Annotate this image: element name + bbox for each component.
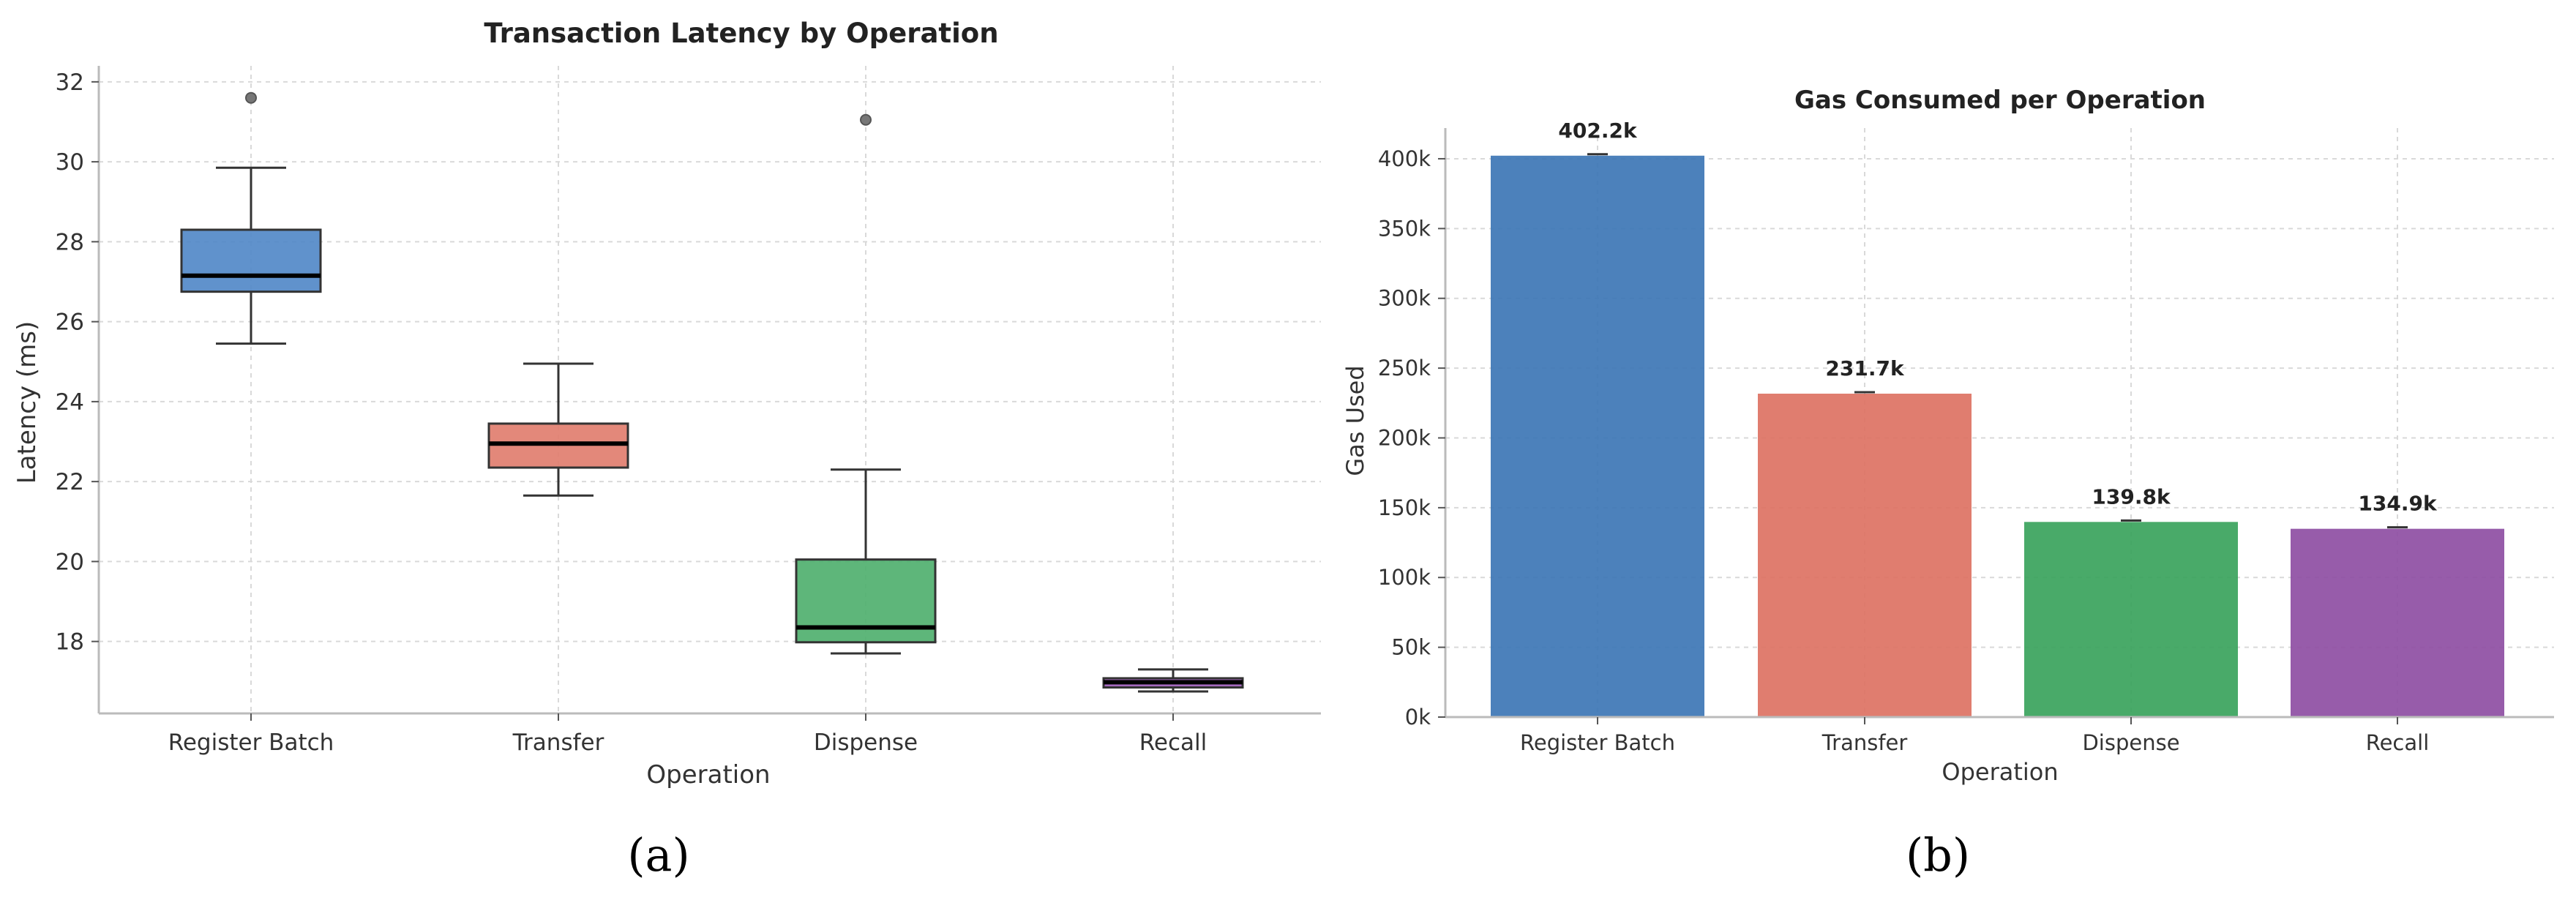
iqr-box-register-batch xyxy=(180,228,322,293)
gas-y-tick-label: 150k xyxy=(1378,495,1431,520)
caption-b: (b) xyxy=(1906,828,1970,882)
caption-a: (a) xyxy=(627,828,689,882)
latency-y-tick-label: 30 xyxy=(56,149,84,176)
outlier-point-dispense xyxy=(860,113,872,126)
iqr-box-dispense xyxy=(795,558,937,644)
box-transfer xyxy=(487,362,629,497)
latency-y-tick-label: 26 xyxy=(56,310,84,336)
bar-register-batch xyxy=(1491,155,1704,717)
gas-x-tick-label: Recall xyxy=(2366,730,2430,755)
gas-y-tick-label: 100k xyxy=(1378,565,1431,590)
latency-x-tick-label: Recall xyxy=(1139,730,1208,756)
bar-transfer xyxy=(1758,394,1972,717)
latency-y-tick-label: 20 xyxy=(56,549,84,575)
latency-boxplot-chart: Transaction Latency by Operation 18 20 22 2… xyxy=(12,18,1321,790)
bar-dispense xyxy=(2024,522,2238,717)
gas-x-tick-label: Transfer xyxy=(1821,730,1908,755)
gas-y-tick-label: 50k xyxy=(1391,635,1431,660)
gas-y-tick-label: 400k xyxy=(1378,146,1431,171)
latency-y-tick-label: 24 xyxy=(56,389,84,416)
box-dispense xyxy=(795,113,937,655)
gas-y-axis-label: Gas Used xyxy=(1341,365,1369,476)
value-label-dispense: 139.8k xyxy=(2092,484,2171,509)
box-recall xyxy=(1102,668,1244,693)
latency-x-tick-label: Transfer xyxy=(512,730,604,756)
gas-y-tick-label: 200k xyxy=(1378,425,1431,450)
gas-y-tick-label: 250k xyxy=(1378,356,1431,380)
latency-y-tick-label: 22 xyxy=(56,469,84,495)
latency-x-tick-label: Dispense xyxy=(814,730,918,756)
latency-y-tick-label: 18 xyxy=(56,629,84,656)
bar-recall xyxy=(2291,528,2504,717)
value-label-recall: 134.9k xyxy=(2358,492,2438,516)
latency-x-tick-label: Register Batch xyxy=(168,730,334,756)
latency-x-axis-label: Operation xyxy=(646,760,770,790)
latency-chart-title: Transaction Latency by Operation xyxy=(484,18,998,49)
box-register-batch xyxy=(180,91,322,345)
gas-chart-title: Gas Consumed per Operation xyxy=(1794,86,2206,115)
gas-y-tick-label: 350k xyxy=(1378,216,1431,241)
gas-x-axis-label: Operation xyxy=(1942,758,2058,786)
latency-y-axis-label: Latency (ms) xyxy=(12,321,42,484)
gas-bar-chart: Gas Consumed per Operation 402.2k 231.7k 1… xyxy=(1341,86,2554,786)
value-label-register-batch: 402.2k xyxy=(1558,119,1638,143)
gas-y-tick-label: 300k xyxy=(1378,286,1431,311)
value-label-transfer: 231.7k xyxy=(1825,356,1905,380)
outlier-point-register-batch xyxy=(245,91,257,104)
latency-y-tick-label: 28 xyxy=(56,229,84,255)
gas-x-tick-label: Dispense xyxy=(2082,730,2179,755)
gas-y-tick-label: 0k xyxy=(1405,705,1431,730)
latency-y-tick-label: 32 xyxy=(56,70,84,96)
gas-x-tick-label: Register Batch xyxy=(1520,730,1675,755)
